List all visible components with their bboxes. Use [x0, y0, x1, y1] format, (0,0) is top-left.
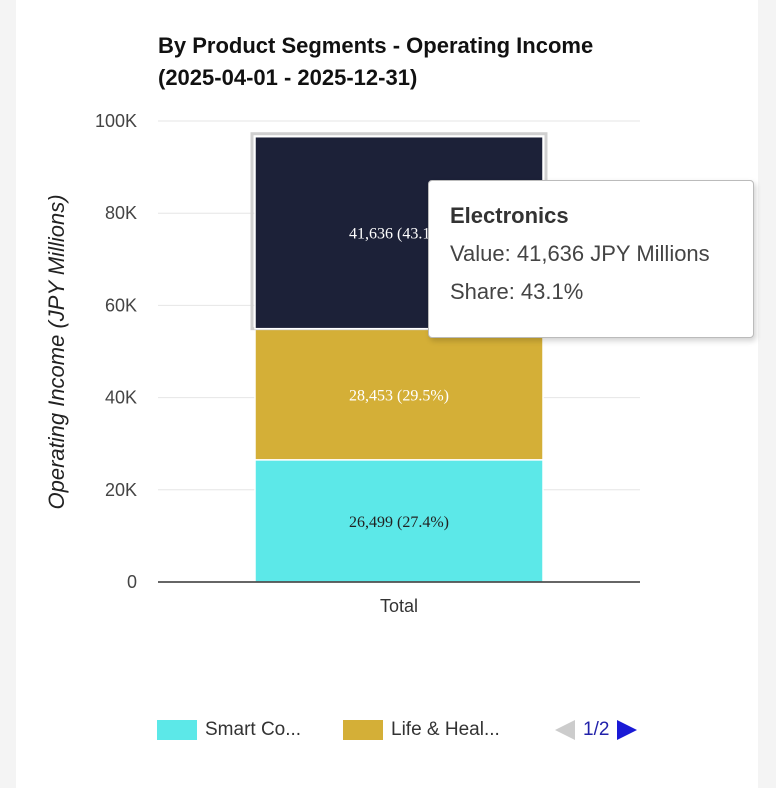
- y-tick-label: 0: [127, 572, 137, 592]
- legend-page-indicator: 1/2: [583, 719, 610, 740]
- tooltip-title: Electronics: [450, 203, 569, 228]
- legend-swatch-life-health: [343, 720, 383, 740]
- legend-item-life-health[interactable]: Life & Heal...: [343, 716, 500, 744]
- y-tick-label: 60K: [105, 295, 137, 315]
- legend-swatch-smart: [157, 720, 197, 740]
- legend-next-page-icon[interactable]: [617, 720, 638, 740]
- bar-segment-1[interactable]: [254, 459, 544, 583]
- data-label-1: 26,499 (27.4%): [349, 514, 449, 531]
- y-tick-label: 20K: [105, 480, 137, 500]
- legend-prev-page-icon[interactable]: [555, 720, 575, 740]
- bar-segment-2[interactable]: [254, 327, 544, 461]
- chart-title-main: By Product Segments - Operating Income: [158, 33, 594, 58]
- y-tick-label: 100K: [95, 111, 137, 131]
- y-axis-label: Operating Income (JPY Millions): [44, 194, 69, 509]
- tooltip-value: Value: 41,636 JPY Millions: [450, 241, 710, 266]
- chart-title-date-range: (2025-04-01 - 2025-12-31): [158, 65, 418, 90]
- x-tick-label: Total: [380, 596, 418, 616]
- legend-item-smart[interactable]: Smart Co...: [157, 716, 301, 744]
- legend: Smart Co... Life & Heal...: [157, 716, 657, 744]
- y-tick-label: 80K: [105, 203, 137, 223]
- legend-label-life-health: Life & Heal...: [391, 719, 500, 740]
- tooltip: Electronics Value: 41,636 JPY Millions S…: [428, 180, 754, 338]
- y-tick-label: 40K: [105, 388, 137, 408]
- tooltip-share: Share: 43.1%: [450, 279, 584, 304]
- data-label-3: 41,636 (43.1%): [349, 226, 449, 243]
- data-label-2: 28,453 (29.5%): [349, 387, 449, 404]
- legend-label-smart: Smart Co...: [205, 719, 302, 740]
- chart-title: By Product Segments - Operating Income (…: [158, 30, 593, 94]
- legend-pager: 1/2: [555, 716, 638, 744]
